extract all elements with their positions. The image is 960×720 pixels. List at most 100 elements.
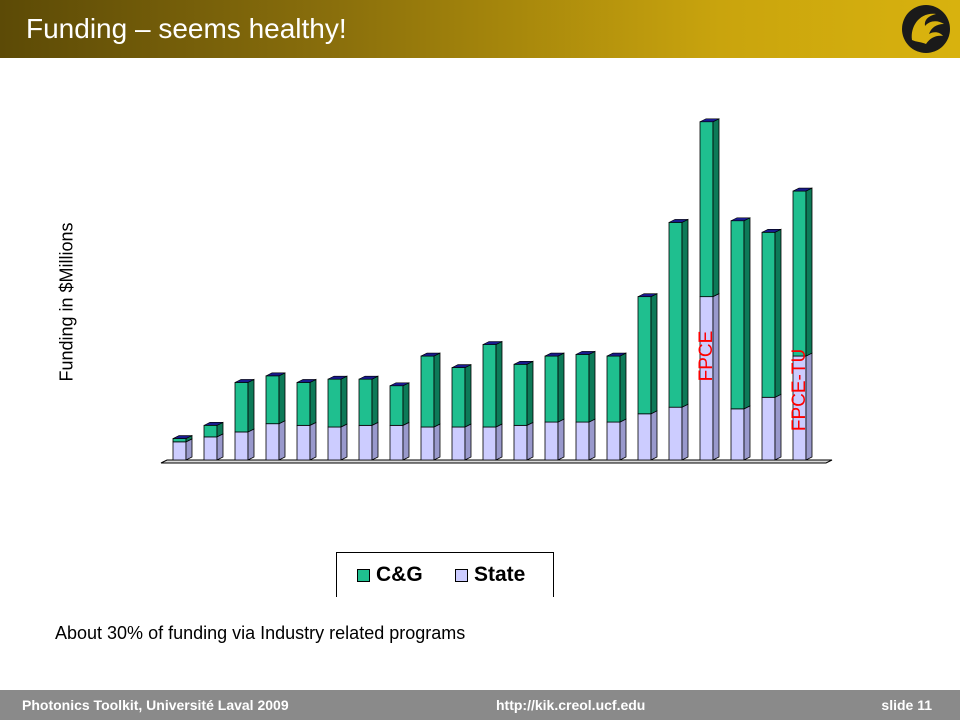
bar-state-side-16 [650, 410, 658, 461]
bar-cg-9 [420, 355, 435, 428]
bar-state-4 [265, 423, 280, 461]
bar-top-8 [389, 382, 410, 387]
bar-cg-17 [668, 221, 683, 408]
bar-top-19 [730, 217, 751, 222]
bar-state-side-2 [216, 433, 224, 461]
bar-cg-side-12 [526, 360, 534, 426]
bar-cg-7 [358, 378, 373, 426]
bar-top-20 [761, 229, 782, 233]
bar-cg-10 [451, 367, 466, 428]
bar-cg-side-14 [588, 350, 596, 423]
bar-state-side-15 [619, 418, 627, 461]
bar-top-14 [575, 351, 596, 355]
legend-label-cg: C&G [376, 563, 423, 586]
bar-cg-side-7 [371, 375, 379, 426]
bar-cg-side-3 [247, 378, 255, 433]
bar-top-5 [296, 379, 317, 383]
bar-cg-18 [699, 121, 714, 298]
bar-top-10 [451, 364, 472, 368]
bar-top-15 [606, 352, 627, 357]
bar-state-6 [327, 426, 342, 461]
bar-top-21 [792, 187, 813, 192]
bar-top-4 [265, 372, 286, 377]
bar-state-10 [451, 426, 466, 461]
annotation-fpce: FPCE [696, 330, 717, 382]
bar-cg-11 [482, 344, 497, 428]
legend-swatch-cg [357, 568, 370, 582]
bar-state-side-19 [743, 405, 751, 461]
bar-cg-2 [203, 424, 218, 438]
bar-cg-side-4 [278, 372, 286, 425]
bar-top-1 [172, 435, 193, 439]
bar-top-9 [420, 352, 441, 357]
bar-cg-side-18 [712, 118, 720, 298]
bar-state-19 [730, 408, 745, 461]
bar-cg-side-10 [464, 363, 472, 428]
bar-cg-side-9 [433, 352, 441, 428]
chart-floor [160, 459, 833, 464]
bar-state-side-1 [185, 438, 193, 461]
bar-state-11 [482, 426, 497, 461]
bar-state-side-3 [247, 428, 255, 461]
bar-state-14 [575, 421, 590, 461]
footer-url: http://kik.creol.ucf.edu [496, 697, 646, 713]
bar-state-side-6 [340, 423, 348, 461]
footer-event: Photonics Toolkit, Université Laval 2009 [22, 697, 289, 713]
bar-state-side-7 [371, 421, 379, 461]
bar-cg-side-11 [495, 340, 503, 428]
bar-state-side-11 [495, 423, 503, 461]
bar-top-18 [699, 118, 720, 123]
bar-cg-side-6 [340, 375, 348, 428]
bar-cg-side-20 [774, 228, 782, 398]
bar-state-3 [234, 431, 249, 461]
bar-cg-side-5 [309, 378, 317, 426]
title-bar: Funding – seems healthy! [0, 0, 960, 58]
bar-cg-side-8 [402, 382, 410, 426]
bar-top-2 [203, 422, 224, 426]
bar-cg-side-16 [650, 293, 658, 415]
bar-state-5 [296, 424, 311, 461]
bar-top-17 [668, 219, 689, 223]
bar-cg-1 [172, 438, 187, 443]
bar-cg-13 [544, 355, 559, 423]
funding-chart [160, 118, 833, 464]
footer-bar: Photonics Toolkit, Université Laval 2009… [0, 690, 960, 720]
bar-state-8 [389, 424, 404, 461]
ucf-pegasus-logo-icon [902, 5, 950, 53]
bar-top-6 [327, 375, 348, 380]
bar-state-side-12 [526, 421, 534, 461]
bar-state-9 [420, 426, 435, 461]
bar-state-side-17 [681, 403, 689, 461]
bar-cg-side-17 [681, 218, 689, 408]
bar-state-side-9 [433, 423, 441, 461]
bar-state-16 [637, 413, 652, 461]
bar-state-12 [513, 424, 528, 461]
legend-swatch-state [455, 568, 468, 582]
legend-item-cg: C&G [357, 563, 423, 587]
bar-state-15 [606, 421, 621, 461]
bar-cg-4 [265, 375, 280, 425]
bar-state-2 [203, 436, 218, 461]
bar-state-side-5 [309, 421, 317, 461]
bar-cg-15 [606, 355, 621, 423]
bar-top-13 [544, 352, 565, 357]
bar-top-16 [637, 293, 658, 297]
bar-top-11 [482, 341, 503, 345]
legend-label-state: State [474, 563, 526, 586]
annotation-fpce-tu: FPCE-TU [789, 348, 810, 432]
bar-cg-3 [234, 382, 249, 433]
bar-cg-side-15 [619, 352, 627, 423]
bar-cg-21 [792, 190, 807, 357]
bar-cg-12 [513, 363, 528, 426]
bar-state-side-20 [774, 393, 782, 461]
bar-cg-20 [761, 231, 776, 398]
bar-top-3 [234, 379, 255, 383]
bar-cg-19 [730, 220, 745, 410]
bar-cg-side-21 [805, 187, 813, 357]
bar-state-side-10 [464, 423, 472, 461]
slide-caption: About 30% of funding via Industry relate… [55, 623, 466, 643]
bar-cg-16 [637, 296, 652, 415]
bar-state-7 [358, 424, 373, 461]
bar-state-side-14 [588, 418, 596, 461]
bar-state-side-4 [278, 420, 286, 461]
